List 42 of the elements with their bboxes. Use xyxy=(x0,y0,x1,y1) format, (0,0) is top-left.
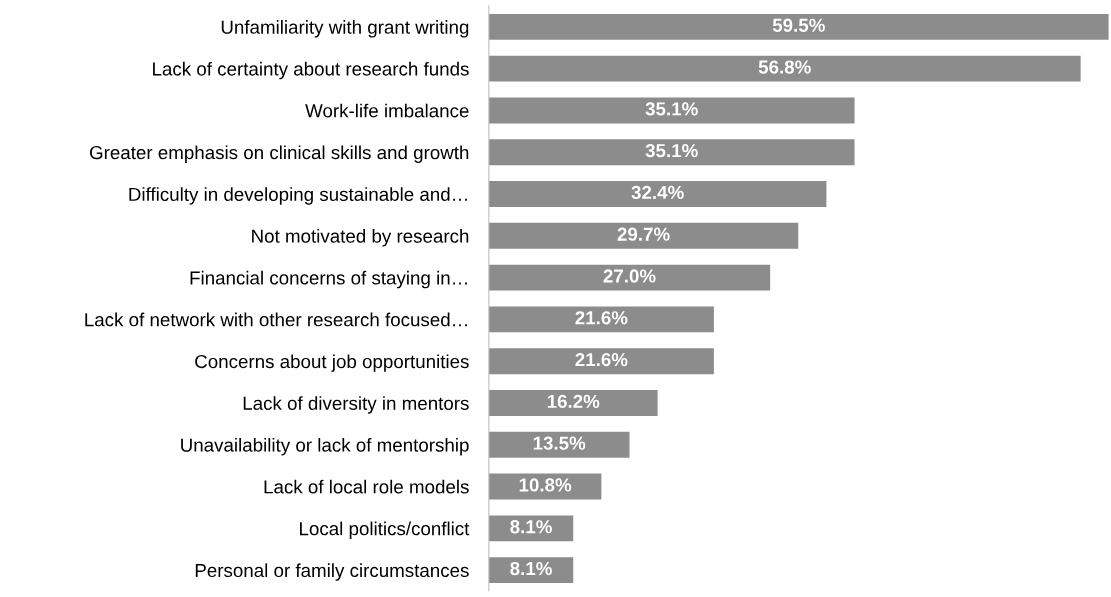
data-label: 35.1% xyxy=(645,143,698,158)
bar xyxy=(488,348,714,375)
data-label: 10.8% xyxy=(519,478,572,492)
bar xyxy=(488,306,714,333)
data-label: 29.7% xyxy=(617,227,670,241)
bar xyxy=(488,515,574,542)
y-tick-label: Lack of local role models xyxy=(264,479,469,494)
y-tick-label: Greater emphasis on clinical skills and growth xyxy=(89,145,469,163)
y-tick-label: Personal or family circumstances xyxy=(195,563,469,581)
data-label: 16.2% xyxy=(547,394,600,409)
data-label: 32.4% xyxy=(631,185,684,200)
y-tick-label: Lack of network with other research focused… xyxy=(85,312,467,327)
bar xyxy=(488,557,574,584)
bar xyxy=(488,55,1081,82)
y-tick-label: Lack of diversity in mentors xyxy=(243,396,469,414)
data-label: 13.5% xyxy=(533,436,586,450)
bar xyxy=(488,222,799,249)
bar xyxy=(488,97,855,124)
y-tick-label: Unfamiliarity with grant writing xyxy=(221,20,469,38)
bar xyxy=(488,431,630,458)
bar xyxy=(488,390,658,416)
y-tick-label: Unavailability or lack of mentorship xyxy=(181,437,469,456)
y-tick-label: Financial concerns of staying in… xyxy=(190,270,467,289)
bar xyxy=(488,139,855,166)
data-label: 35.1% xyxy=(645,102,698,116)
bar xyxy=(488,473,602,500)
bar xyxy=(488,13,1109,40)
y-tick-label: Local politics/conflict xyxy=(300,521,470,540)
bar xyxy=(488,264,771,291)
y-tick-label: Not motivated by research xyxy=(252,229,469,247)
data-label: 59.5% xyxy=(772,18,825,32)
data-label: 21.6% xyxy=(575,352,628,367)
y-tick-label: Difficulty in developing sustainable and… xyxy=(129,187,467,205)
data-label: 27.0% xyxy=(603,269,656,283)
data-label: 8.1% xyxy=(510,520,552,534)
y-tick-label: Work-life imbalance xyxy=(305,103,469,118)
data-label: 56.8% xyxy=(758,60,811,74)
y-tick-label: Concerns about job opportunities xyxy=(195,354,469,372)
data-label: 8.1% xyxy=(510,561,552,576)
y-tick-label: Lack of certainty about research funds xyxy=(153,61,469,80)
data-label: 21.6% xyxy=(575,311,628,325)
bar xyxy=(488,181,827,207)
